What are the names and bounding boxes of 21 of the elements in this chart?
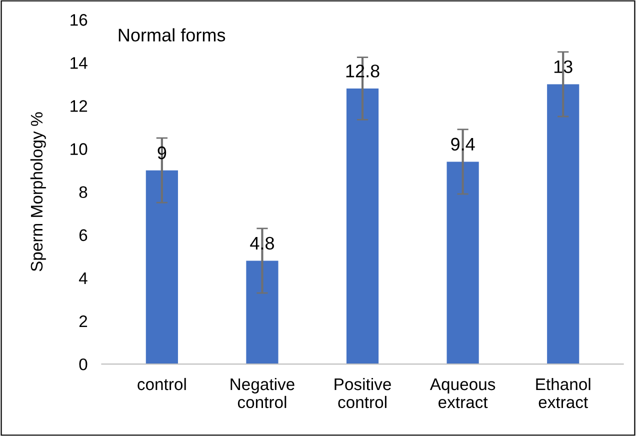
- x-tick-label: Ethanol extract: [536, 378, 590, 408]
- x-tick-label: control: [138, 378, 186, 390]
- y-tick-label: 16: [70, 14, 88, 26]
- bar: [146, 170, 178, 364]
- y-tick-label: 10: [70, 143, 88, 155]
- bar: [446, 162, 479, 364]
- x-tick-label: Aqueous extract: [430, 378, 496, 408]
- y-tick-label: 4: [78, 272, 88, 284]
- y-tick-label: 6: [79, 229, 88, 242]
- bar: [547, 84, 580, 364]
- x-tick-label: Negative control: [230, 378, 294, 408]
- x-tick-label: Positive control: [334, 378, 391, 408]
- y-axis-title: Sperm Morphology %: [30, 112, 46, 272]
- annotation: Normal forms: [118, 28, 226, 42]
- y-tick-label: 14: [70, 57, 88, 69]
- bar: [346, 88, 379, 364]
- y-tick-label: 2: [79, 315, 88, 328]
- y-tick-label: 8: [79, 186, 88, 198]
- y-tick-label: 12: [70, 100, 88, 112]
- y-tick-label: 0: [79, 358, 88, 370]
- bar: [246, 260, 278, 364]
